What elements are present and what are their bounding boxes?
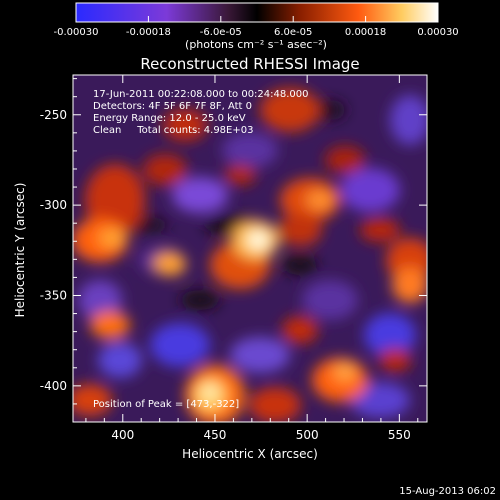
info-line-time: 17-Jun-2011 00:22:08.000 to 00:24:48.000 [93, 89, 309, 100]
heatmap-image [73, 75, 427, 422]
y-tick-label: -300 [40, 198, 67, 212]
colorbar-tick-label: -6.0e-05 [200, 27, 242, 38]
peak-position-label: Position of Peak = [473,-322] [93, 399, 239, 410]
y-tick-label: -350 [40, 288, 67, 302]
x-axis-ticks: 400 450 500 550 [85, 75, 419, 442]
plot-frame [72, 74, 428, 423]
colorbar-tick-label: 6.0e-05 [274, 27, 312, 38]
x-tick-label: 500 [296, 428, 319, 442]
x-axis-label: Heliocentric X (arcsec) [182, 447, 318, 461]
footer-date: 15-Aug-2013 06:02 [399, 486, 496, 497]
y-axis-ticks: -250 -300 -350 -400 [40, 78, 427, 405]
y-tick-label: -250 [40, 108, 67, 122]
colorbar-ticks: -0.00030 -0.00018 -6.0e-05 6.0e-05 0.00018 0.… [54, 16, 459, 38]
y-tick-label: -400 [40, 379, 67, 393]
colorbar-unit-label: (photons cm⁻² s⁻¹ asec⁻²) [185, 38, 327, 51]
info-line-counts: Clean Total counts: 4.98E+03 [93, 125, 253, 136]
info-line-energy: Energy Range: 12.0 - 25.0 keV [93, 113, 246, 124]
x-tick-label: 400 [111, 428, 134, 442]
colorbar-tick-label: 0.00030 [417, 27, 458, 38]
chart-title: Reconstructed RHESSI Image [140, 55, 359, 73]
info-line-detectors: Detectors: 4F 5F 6F 7F 8F, Att 0 [93, 101, 252, 112]
x-tick-label: 450 [204, 428, 227, 442]
colorbar-tick-label: -0.00030 [54, 27, 99, 38]
colorbar-tick-label: -0.00018 [126, 27, 171, 38]
x-tick-label: 550 [388, 428, 411, 442]
colorbar [75, 2, 439, 23]
y-axis-label: Heliocentric Y (arcsec) [13, 183, 27, 318]
colorbar-tick-label: 0.00018 [345, 27, 386, 38]
